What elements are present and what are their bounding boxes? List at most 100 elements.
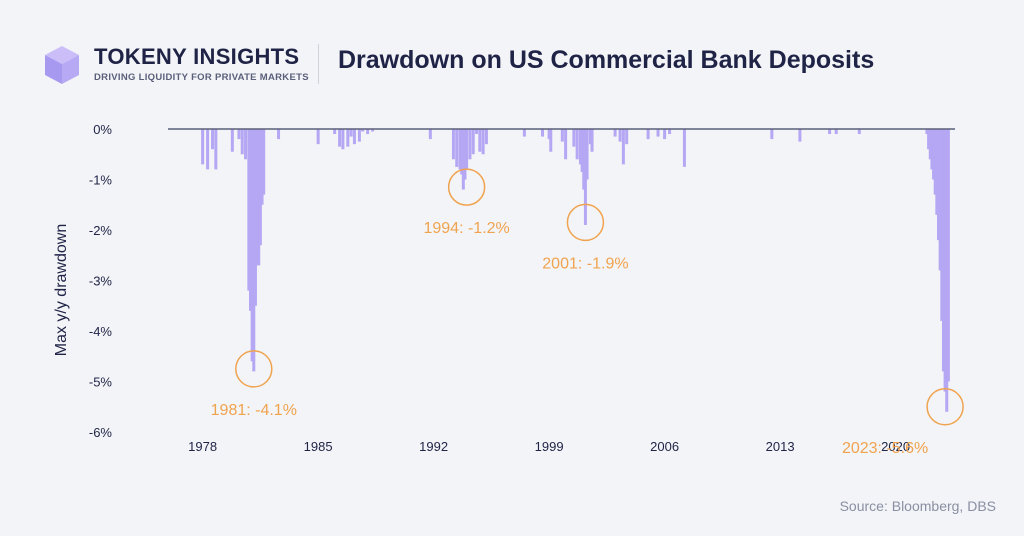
bar-0-84 [943,129,947,392]
y-tick-label-2: -2% [89,223,113,238]
bar-0-49 [564,129,568,160]
bar-0-26 [357,129,361,142]
bar-0-7 [244,129,248,160]
bar-0-40 [475,129,479,135]
annotation-circle-1 [447,168,486,206]
bar-0-62 [625,129,629,145]
bar-0-60 [618,129,622,142]
bar-0-16 [260,129,264,205]
bar-0-85 [945,129,949,412]
bar-0-71 [834,129,838,135]
bar-0-79 [935,129,939,215]
x-tick-label-3: 1999 [535,439,564,454]
bar-0-3 [214,129,218,170]
bar-0-76 [930,129,934,170]
bar-0-38 [468,129,472,160]
bar-0-81 [938,129,942,271]
y-tick-label-4: -4% [89,324,113,339]
bar-0-47 [549,129,553,152]
bar-0-44 [522,129,526,137]
bar-0-69 [798,129,802,142]
bar-0-28 [366,129,370,135]
x-tick-label-1: 1985 [304,439,333,454]
bar-0-77 [932,129,936,180]
bar-0-21 [338,129,342,147]
x-tick-label-5: 2013 [766,439,795,454]
annotation-label-3: 2023: -5.6% [842,440,928,457]
bar-0-65 [663,129,667,140]
bar-0-67 [682,129,686,167]
bar-0-61 [621,129,625,165]
bar-0-14 [257,129,261,266]
bar-0-70 [828,129,832,135]
x-tick-label-6: 2020 [881,439,910,454]
bar-0-0 [201,129,205,165]
brand-name: TOKENY INSIGHTS [94,44,300,69]
bar-0-51 [575,129,579,160]
bar-0-31 [451,129,455,160]
cube-logo-icon [45,46,79,84]
bar-0-20 [333,129,337,135]
bar-0-15 [258,129,262,246]
bar-0-55 [583,129,587,225]
bar-0-83 [941,129,945,372]
bar-0-58 [590,129,594,152]
bar-0-52 [578,129,582,165]
bar-0-32 [455,129,459,167]
bar-0-43 [484,129,488,145]
bar-0-48 [560,129,564,142]
y-tick-label-6: -6% [89,425,113,440]
x-tick-label-0: 1978 [188,439,217,454]
annotation-circle-0 [235,350,273,388]
annotation-circle-3 [926,388,964,426]
bar-0-10 [250,129,254,362]
bar-0-22 [341,129,345,150]
x-tick-label-4: 2006 [650,439,679,454]
bar-0-25 [352,129,356,145]
bar-0-4 [230,129,234,152]
bar-0-17 [262,129,266,195]
bar-0-86 [946,129,950,382]
annotation-label-1: 1994: -1.2% [423,220,509,237]
brand-tagline: DRIVING LIQUIDITY FOR PRIVATE MARKETS [94,72,309,83]
chart-title: Drawdown on US Commercial Bank Deposits [338,46,875,74]
bar-0-45 [541,129,545,137]
bar-0-63 [646,129,650,140]
bar-0-74 [927,129,931,150]
bar-0-27 [361,129,365,132]
annotation-label-2: 2001: -1.9% [542,255,628,272]
bar-0-46 [547,129,551,140]
bar-0-23 [346,129,350,147]
x-tick-label-2: 1992 [419,439,448,454]
bar-0-33 [458,129,462,170]
bar-0-80 [937,129,941,241]
brand-block: TOKENY INSIGHTS DRIVING LIQUIDITY FOR PR… [42,44,312,90]
bar-0-19 [316,129,320,145]
bar-0-42 [481,129,485,155]
bar-0-50 [572,129,576,147]
bar-0-64 [656,129,660,137]
bar-0-2 [211,129,215,150]
bar-0-35 [461,129,465,190]
bar-0-29 [371,129,375,132]
bar-0-24 [349,129,353,137]
bar-0-54 [582,129,586,190]
bar-0-13 [255,129,259,266]
bar-0-39 [471,129,475,155]
bar-0-41 [478,129,482,152]
y-tick-label-3: -3% [89,274,113,289]
annotation-circle-2 [566,203,605,242]
bar-0-8 [247,129,251,291]
bar-0-66 [668,129,672,135]
y-tick-label-0: 0% [93,122,112,137]
bar-0-59 [613,129,617,137]
bar-0-34 [460,129,464,175]
bar-0-6 [240,129,244,155]
source-note: Source: Bloomberg, DBS [839,498,996,514]
bar-0-12 [253,129,257,306]
bar-0-9 [248,129,252,311]
annotation-label-0: 1981: -4.1% [211,402,297,419]
bar-0-73 [925,129,929,135]
y-tick-label-1: -1% [89,173,113,188]
